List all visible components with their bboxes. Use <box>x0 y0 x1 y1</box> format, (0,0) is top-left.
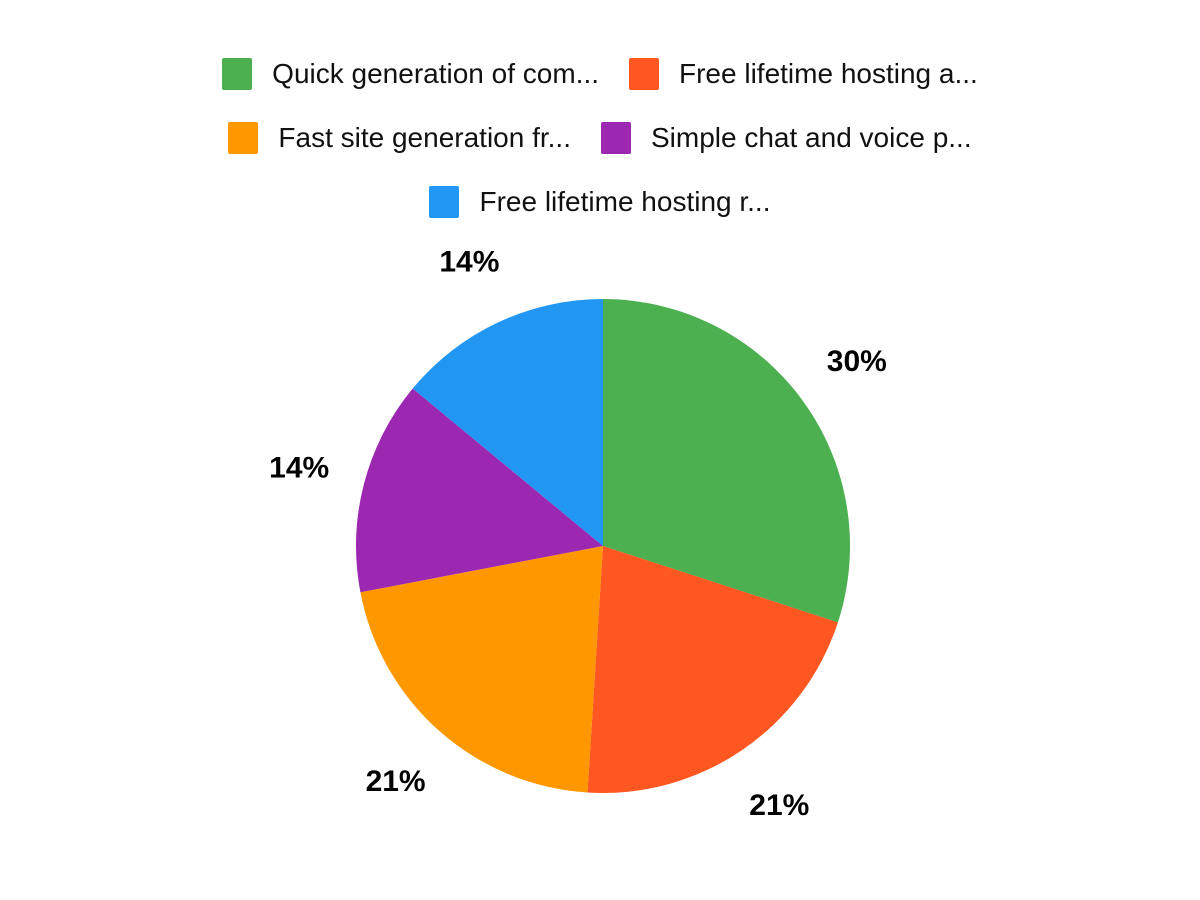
legend-row-3: Free lifetime hosting r... <box>0 186 1200 218</box>
chart-legend: Quick generation of com... Free lifetime… <box>0 58 1200 218</box>
pie-slice-3[interactable] <box>356 388 603 593</box>
legend-label: Simple chat and voice p... <box>650 122 972 153</box>
legend-swatch-blue <box>429 186 460 218</box>
legend-item-free-lifetime-hosting-r[interactable]: Free lifetime hosting r... <box>429 186 771 218</box>
legend-item-fast-site-generation[interactable]: Fast site generation fr... <box>228 122 571 154</box>
pie-slice-1[interactable] <box>587 546 838 793</box>
legend-item-simple-chat-voice[interactable]: Simple chat and voice p... <box>600 122 972 154</box>
pie-slices <box>356 299 850 793</box>
pie-percent-label-4: 14% <box>439 246 499 279</box>
legend-row-1: Quick generation of com... Free lifetime… <box>0 58 1200 90</box>
legend-swatch-purple <box>600 122 631 154</box>
legend-label: Quick generation of com... <box>272 58 599 89</box>
pie-percent-label-3: 14% <box>269 452 329 485</box>
legend-label: Free lifetime hosting r... <box>479 186 771 217</box>
legend-item-quick-generation[interactable]: Quick generation of com... <box>222 58 599 90</box>
pie-slice-4[interactable] <box>412 299 603 546</box>
legend-label: Free lifetime hosting a... <box>679 58 978 89</box>
legend-swatch-green <box>222 58 253 90</box>
legend-item-free-lifetime-hosting-a[interactable]: Free lifetime hosting a... <box>629 58 978 90</box>
legend-swatch-orange <box>228 122 259 154</box>
pie-slice-2[interactable] <box>360 546 603 793</box>
legend-row-2: Fast site generation fr... Simple chat a… <box>0 122 1200 154</box>
pie-percent-label-1: 21% <box>749 789 809 822</box>
pie-percent-label-2: 21% <box>366 765 426 798</box>
pie-labels: 30% 21% 21% 14% 14% <box>269 246 887 822</box>
pie-percent-label-0: 30% <box>827 345 887 378</box>
legend-swatch-deep-orange <box>629 58 659 90</box>
pie-slice-0[interactable] <box>603 299 850 623</box>
legend-label: Fast site generation fr... <box>278 122 571 153</box>
